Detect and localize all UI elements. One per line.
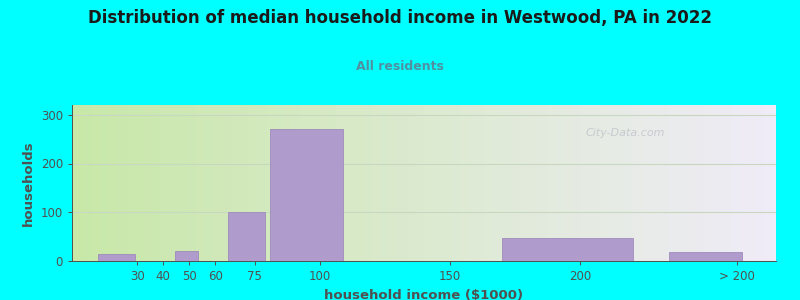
X-axis label: household income ($1000): household income ($1000) (325, 289, 523, 300)
Y-axis label: households: households (22, 140, 35, 226)
Bar (502, 238, 633, 261)
Bar (270, 129, 343, 261)
Text: Distribution of median household income in Westwood, PA in 2022: Distribution of median household income … (88, 9, 712, 27)
Bar (175, 251, 198, 261)
Text: City-Data.com: City-Data.com (586, 128, 666, 138)
Text: All residents: All residents (356, 60, 444, 73)
Bar (669, 252, 742, 261)
Bar (98, 254, 134, 261)
Bar (229, 212, 265, 261)
